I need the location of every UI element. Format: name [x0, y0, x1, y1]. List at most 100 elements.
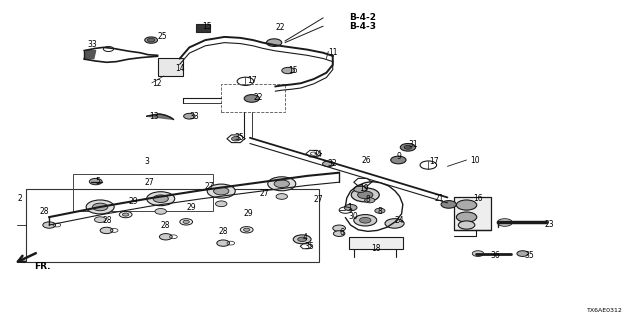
- Text: 14: 14: [175, 63, 184, 73]
- Circle shape: [333, 231, 345, 236]
- Circle shape: [472, 251, 484, 256]
- Text: 33: 33: [189, 112, 199, 121]
- Text: 27: 27: [259, 189, 269, 198]
- Text: 2: 2: [17, 194, 22, 203]
- Bar: [157, 59, 183, 76]
- Text: 35: 35: [305, 242, 314, 251]
- Text: 13: 13: [149, 112, 159, 121]
- Text: 27: 27: [204, 182, 214, 191]
- Circle shape: [119, 212, 132, 218]
- Text: 8: 8: [378, 207, 383, 216]
- Text: 19: 19: [360, 184, 369, 193]
- Circle shape: [241, 227, 253, 233]
- Circle shape: [232, 137, 241, 141]
- Text: 16: 16: [473, 194, 483, 203]
- Circle shape: [183, 220, 189, 223]
- Text: B-4-2: B-4-2: [349, 13, 376, 22]
- Bar: [73, 174, 213, 211]
- Text: 12: 12: [152, 79, 161, 88]
- Text: 11: 11: [328, 48, 338, 57]
- Text: 3: 3: [145, 157, 150, 166]
- Circle shape: [282, 68, 294, 74]
- Text: 27: 27: [314, 195, 323, 204]
- Circle shape: [293, 235, 311, 244]
- Circle shape: [90, 178, 102, 185]
- Text: 8: 8: [366, 195, 371, 204]
- Text: 17: 17: [247, 76, 257, 85]
- Circle shape: [268, 177, 296, 191]
- Circle shape: [354, 215, 377, 226]
- Text: 29: 29: [186, 203, 196, 212]
- Circle shape: [274, 180, 289, 188]
- Circle shape: [43, 222, 56, 228]
- Bar: [26, 188, 319, 261]
- Circle shape: [360, 217, 371, 223]
- Text: 33: 33: [88, 40, 97, 49]
- Circle shape: [153, 195, 168, 203]
- Circle shape: [100, 227, 113, 234]
- Circle shape: [216, 201, 227, 207]
- Text: 28: 28: [161, 221, 170, 230]
- Text: 22: 22: [275, 23, 285, 32]
- Circle shape: [358, 191, 373, 199]
- Circle shape: [441, 201, 456, 208]
- Text: 6: 6: [339, 228, 344, 237]
- Polygon shape: [84, 51, 96, 59]
- Text: 30: 30: [349, 212, 358, 221]
- Text: 34: 34: [312, 150, 322, 159]
- Text: FR.: FR.: [35, 262, 51, 271]
- Bar: [196, 24, 211, 32]
- Text: 5: 5: [96, 177, 100, 186]
- Circle shape: [244, 95, 259, 102]
- Text: 25: 25: [157, 32, 167, 41]
- Bar: [349, 237, 403, 250]
- Text: 22: 22: [253, 93, 263, 102]
- Circle shape: [391, 156, 406, 164]
- Circle shape: [351, 188, 380, 202]
- Text: 31: 31: [408, 140, 417, 149]
- Circle shape: [95, 217, 106, 222]
- Circle shape: [122, 213, 129, 216]
- Text: 17: 17: [429, 157, 439, 166]
- Circle shape: [145, 37, 157, 43]
- Text: 28: 28: [218, 227, 228, 236]
- Circle shape: [404, 145, 412, 149]
- Circle shape: [217, 240, 230, 246]
- Circle shape: [456, 200, 477, 210]
- Text: TX6AE0312: TX6AE0312: [587, 308, 623, 313]
- Circle shape: [385, 219, 404, 228]
- Text: 1: 1: [348, 203, 352, 212]
- Text: 21: 21: [435, 194, 444, 203]
- Text: 36: 36: [491, 251, 500, 260]
- Circle shape: [458, 221, 475, 229]
- Circle shape: [159, 234, 172, 240]
- Polygon shape: [147, 114, 173, 119]
- Text: 27: 27: [145, 178, 154, 187]
- Circle shape: [184, 113, 195, 119]
- Circle shape: [375, 208, 385, 213]
- Text: 29: 29: [129, 197, 138, 206]
- Bar: [221, 84, 285, 112]
- Text: 15: 15: [202, 22, 212, 31]
- Text: 10: 10: [470, 156, 479, 164]
- Circle shape: [298, 237, 307, 242]
- Circle shape: [180, 219, 193, 225]
- Circle shape: [207, 184, 236, 198]
- Text: 9: 9: [396, 152, 401, 161]
- Circle shape: [155, 209, 166, 214]
- Text: 24: 24: [394, 216, 404, 225]
- Circle shape: [365, 198, 375, 203]
- Text: 29: 29: [244, 209, 253, 219]
- Circle shape: [93, 203, 108, 211]
- Text: 35: 35: [235, 133, 244, 142]
- Circle shape: [266, 39, 282, 46]
- Text: 23: 23: [544, 220, 554, 228]
- Text: 28: 28: [102, 216, 111, 225]
- Circle shape: [497, 219, 513, 226]
- Circle shape: [323, 161, 334, 167]
- Circle shape: [276, 194, 287, 199]
- Text: 35: 35: [524, 251, 534, 260]
- Bar: [454, 197, 491, 230]
- Circle shape: [333, 225, 346, 231]
- Text: 28: 28: [40, 207, 49, 216]
